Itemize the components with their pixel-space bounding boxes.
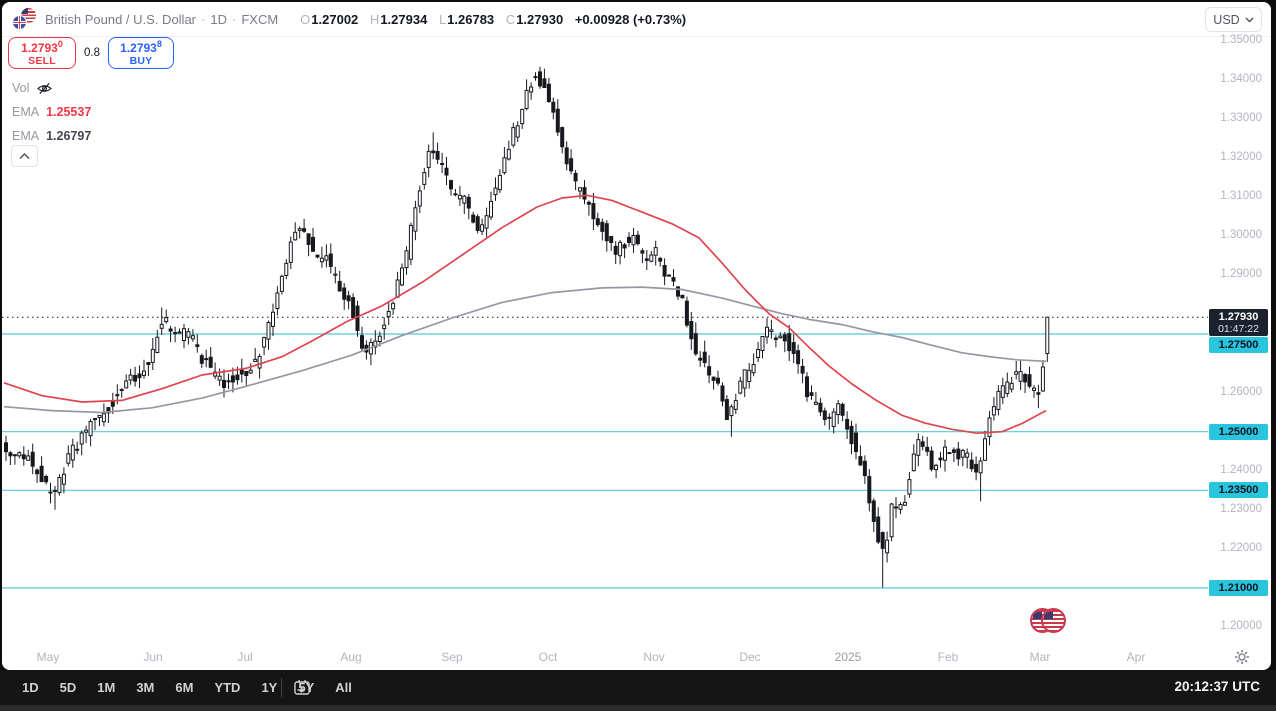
- bottom-strip: [0, 705, 1276, 711]
- go-to-date-button[interactable]: [290, 677, 314, 699]
- scale-settings-gear-icon[interactable]: [1232, 647, 1252, 667]
- price-tick-label: 1.24000: [1220, 464, 1262, 476]
- low-label: L: [438, 11, 447, 27]
- chevron-up-icon: [19, 152, 30, 159]
- toolbar-divider: [281, 678, 282, 697]
- price-tick-label: 1.29000: [1220, 268, 1262, 280]
- symbol-name[interactable]: British Pound / U.S. Dollar: [45, 11, 197, 27]
- time-axis-label: Oct: [538, 650, 558, 664]
- range-button-6m[interactable]: 6M: [167, 676, 201, 699]
- price-tick-label: 1.20000: [1220, 620, 1262, 632]
- time-axis-label: Mar: [1029, 650, 1051, 664]
- spread-value: 0.8: [84, 47, 100, 59]
- time-axis[interactable]: May Jun Jul Aug Sep Oct Nov Dec 2025 Feb Mar Apr: [2, 645, 1208, 670]
- candlesticks: [4, 66, 1050, 588]
- separator: ·: [201, 11, 206, 27]
- ema-slow-value: 1.26797: [46, 129, 92, 143]
- time-axis-label: Sep: [441, 650, 463, 664]
- time-axis-label: Jul: [237, 650, 253, 664]
- volume-legend-row[interactable]: Vol: [12, 76, 91, 100]
- range-button-all[interactable]: All: [327, 676, 360, 699]
- ema-slow-label: EMA: [12, 129, 40, 143]
- timeframe-label[interactable]: 1D: [210, 11, 227, 27]
- time-axis-label: Dec: [739, 650, 761, 664]
- currency-dropdown[interactable]: USD: [1205, 7, 1262, 32]
- price-tick-label: 1.30000: [1220, 229, 1262, 241]
- currency-pair-logo-icon: [12, 8, 38, 30]
- high-value: 1.27934: [380, 11, 428, 27]
- sell-button[interactable]: 1.27930 SELL: [8, 37, 76, 69]
- price-tick-label: 1.32000: [1220, 151, 1262, 163]
- buy-button[interactable]: 1.27938 BUY: [108, 37, 174, 69]
- close-value: 1.27930: [516, 11, 564, 27]
- time-axis-label: May: [36, 650, 60, 664]
- volume-label: Vol: [12, 81, 30, 95]
- calendar-arrow-icon: [294, 680, 310, 695]
- high-label: H: [369, 11, 380, 27]
- exchange-label[interactable]: FXCM: [241, 11, 279, 27]
- open-label: O: [300, 11, 311, 27]
- horizontal-level-lines[interactable]: [2, 333, 1208, 589]
- range-button-1m[interactable]: 1M: [89, 676, 123, 699]
- buy-label: BUY: [129, 55, 153, 67]
- open-value: 1.27002: [311, 11, 359, 27]
- price-tick-label: 1.26000: [1220, 386, 1262, 398]
- trade-panel: 1.27930 SELL 0.8 1.27938 BUY: [8, 37, 174, 69]
- ema-fast-value: 1.25537: [46, 105, 92, 119]
- sell-price-pip: 0: [57, 39, 63, 49]
- chart-canvas[interactable]: [2, 37, 1208, 645]
- change-value: +0.00928 (+0.73%): [574, 11, 687, 27]
- time-axis-label: 2025: [834, 650, 862, 664]
- collapse-legend-button[interactable]: [11, 145, 38, 167]
- chevron-down-icon: [1245, 17, 1254, 22]
- price-tick-label: 1.22000: [1220, 542, 1262, 554]
- range-button-3m[interactable]: 3M: [128, 676, 162, 699]
- ohlc-readout: O1.27002 H1.27934 L1.26783 C1.27930 +0.0…: [292, 12, 686, 27]
- range-button-1y[interactable]: 1Y: [253, 676, 285, 699]
- ema-fast-legend-row[interactable]: EMA 1.25537: [12, 100, 91, 124]
- separator: ·: [231, 11, 237, 27]
- time-axis-label: Aug: [340, 650, 362, 664]
- ema-slow-line[interactable]: [3, 286, 1047, 414]
- indicator-legend: Vol EMA 1.25537 EMA 1.26797: [12, 76, 91, 148]
- top-bar: British Pound / U.S. Dollar · 1D · FXCM O1.2…: [2, 2, 1271, 37]
- low-value: 1.26783: [447, 11, 495, 27]
- time-axis-label: Jun: [143, 650, 163, 664]
- ema-slow-legend-row[interactable]: EMA 1.26797: [12, 124, 91, 148]
- level-price-label: 1.25000: [1209, 424, 1268, 440]
- price-tick-label: 1.23000: [1220, 503, 1262, 515]
- price-tick-label: 1.35000: [1220, 34, 1262, 46]
- range-button-1d[interactable]: 1D: [14, 676, 47, 699]
- price-tick-label: 1.34000: [1220, 73, 1262, 85]
- eye-off-icon[interactable]: [36, 81, 53, 96]
- uk-flag-icon: [12, 15, 27, 30]
- chart-widget: British Pound / U.S. Dollar · 1D · FXCM O1.2…: [2, 2, 1271, 670]
- ema-fast-line[interactable]: [3, 194, 1047, 435]
- price-tick-label: 1.31000: [1220, 190, 1262, 202]
- level-price-label: 1.27500: [1209, 337, 1268, 353]
- level-price-label: 1.23500: [1209, 482, 1268, 498]
- time-axis-label: Feb: [937, 650, 959, 664]
- time-axis-label: Apr: [1126, 650, 1146, 664]
- symbol-title[interactable]: British Pound / U.S. Dollar · 1D · FXCM: [45, 12, 278, 27]
- sell-label: SELL: [28, 55, 56, 67]
- price-tick-label: 1.33000: [1220, 112, 1262, 124]
- utc-clock: 20:12:37 UTC: [1174, 679, 1260, 694]
- price-scale[interactable]: 1.35000 1.34000 1.33000 1.32000 1.31000 1.300…: [1208, 34, 1271, 645]
- us-event-flag-icon: [1041, 608, 1066, 633]
- close-label: C: [505, 11, 516, 27]
- range-button-ytd[interactable]: YTD: [206, 676, 248, 699]
- ema-fast-label: EMA: [12, 105, 40, 119]
- currency-dropdown-value: USD: [1213, 12, 1240, 27]
- current-price-label: 1.27930 01:47:22: [1209, 309, 1268, 336]
- buy-price-pip: 8: [156, 39, 162, 49]
- economic-event-flags-icon[interactable]: [1030, 608, 1070, 636]
- level-price-label: 1.21000: [1209, 580, 1268, 596]
- sell-price: 1.2793: [21, 41, 58, 55]
- buy-price: 1.2793: [120, 41, 157, 55]
- time-axis-label: Nov: [643, 650, 665, 664]
- bottom-toolbar: 1D 5D 1M 3M 6M YTD 1Y 5Y All 20:12:37 UTC: [0, 670, 1276, 711]
- range-button-5d[interactable]: 5D: [52, 676, 85, 699]
